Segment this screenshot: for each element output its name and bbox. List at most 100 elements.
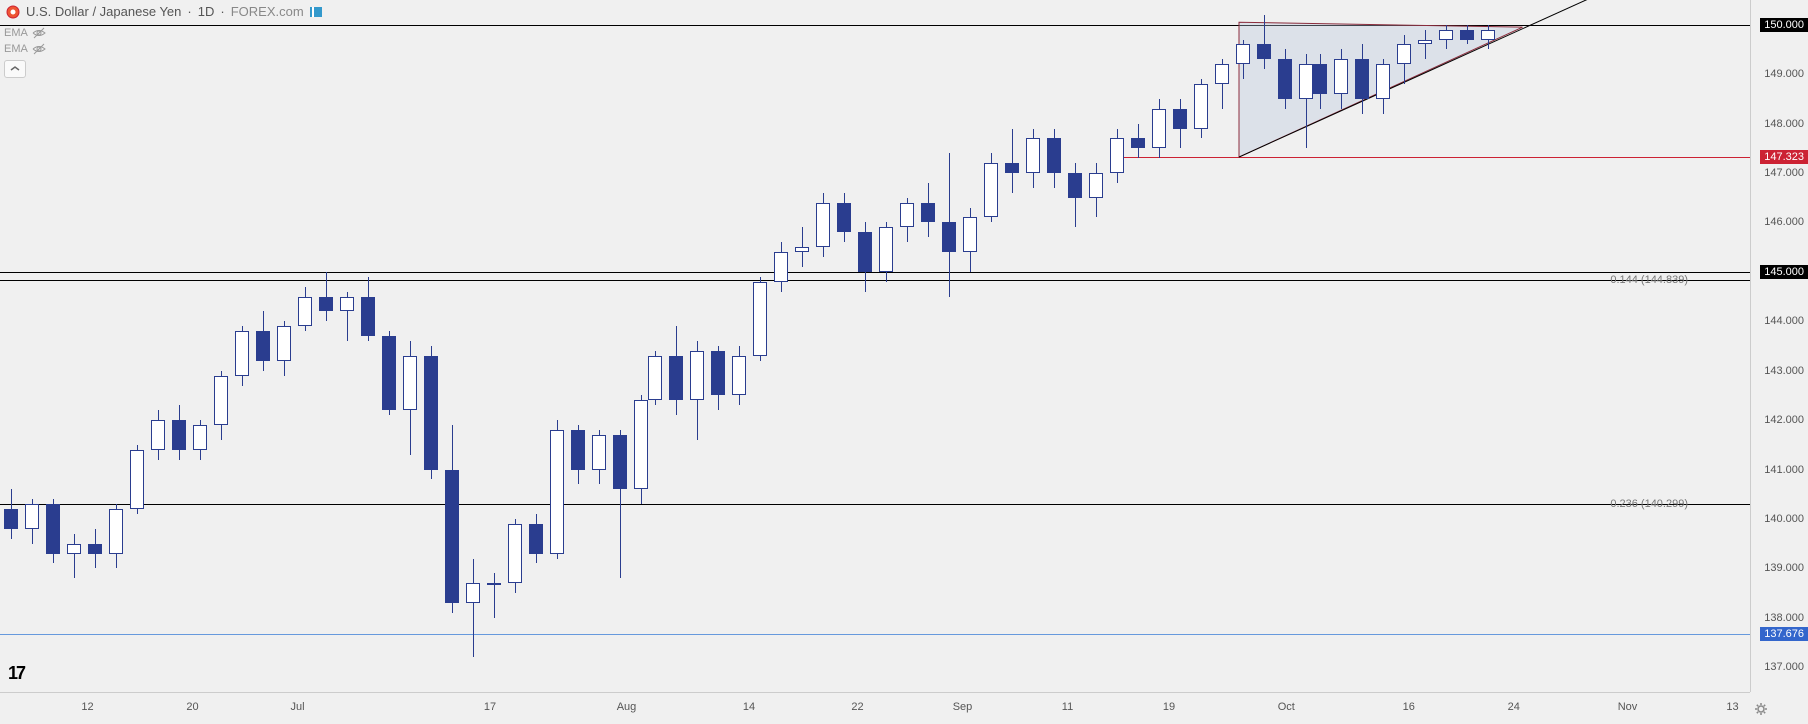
candle-body [613, 435, 627, 489]
horizontal-line [0, 272, 1750, 273]
candle-body [1194, 84, 1208, 128]
y-tick-label: 142.000 [1764, 414, 1804, 426]
candle-body [690, 351, 704, 400]
candle-body [1026, 138, 1040, 173]
candle-body [1299, 64, 1313, 99]
candle-body [1110, 138, 1124, 173]
candle-body [529, 524, 543, 554]
symbol-title: U.S. Dollar / Japanese Yen [26, 4, 181, 19]
x-tick-label: Aug [617, 701, 637, 713]
candle-body [1481, 30, 1495, 40]
candle-body [837, 203, 851, 233]
candle-body [1152, 109, 1166, 149]
tradingview-logo: 17 [8, 663, 24, 684]
horizontal-line [0, 634, 1750, 635]
candle-wick [494, 573, 495, 617]
candle-body [445, 470, 459, 603]
fib-label: 0.236 (140.299) [1610, 498, 1688, 510]
candle-body [4, 509, 18, 529]
candle-body [466, 583, 480, 603]
candle-body [46, 504, 60, 553]
candle-body [571, 430, 585, 470]
candle-body [382, 336, 396, 410]
y-tick-label: 148.000 [1764, 118, 1804, 130]
source-label: FOREX.com [231, 4, 304, 19]
candle-body [256, 331, 270, 361]
candle-body [963, 217, 977, 252]
candle-body [487, 583, 501, 585]
settings-icon[interactable] [1754, 702, 1768, 716]
y-tick-label: 139.000 [1764, 562, 1804, 574]
candle-body [298, 297, 312, 327]
price-tag: 147.323 [1760, 150, 1808, 164]
y-tick-label: 138.000 [1764, 612, 1804, 624]
candle-body [592, 435, 606, 470]
candle-body [1397, 44, 1411, 64]
candle-body [340, 297, 354, 312]
candle-wick [473, 559, 474, 658]
y-tick-label: 143.000 [1764, 365, 1804, 377]
candle-body [1376, 64, 1390, 99]
candle-body [634, 400, 648, 489]
y-tick-label: 144.000 [1764, 315, 1804, 327]
candle-wick [1264, 15, 1265, 69]
x-axis[interactable]: 1220Jul17Aug1422Sep1119Oct1624Nov1321 [0, 692, 1750, 724]
symbol-icon [6, 5, 20, 19]
dot-sep-1: · [187, 4, 191, 19]
x-tick-label: 12 [81, 701, 93, 713]
candle-body [795, 247, 809, 252]
y-axis[interactable]: 137.000138.000139.000140.000141.000142.0… [1750, 0, 1808, 692]
horizontal-line [1120, 157, 1750, 158]
candle-body [277, 326, 291, 361]
candle-body [1313, 64, 1327, 94]
x-tick-label: 14 [743, 701, 755, 713]
x-tick-label: 20 [186, 701, 198, 713]
flag-icon [310, 7, 322, 17]
candle-body [88, 544, 102, 554]
price-tag: 150.000 [1760, 18, 1808, 32]
candle-body [214, 376, 228, 425]
chart-header: U.S. Dollar / Japanese Yen · 1D · FOREX.… [6, 4, 322, 19]
candle-body [816, 203, 830, 247]
candle-body [550, 430, 564, 554]
candle-body [669, 356, 683, 400]
y-tick-label: 146.000 [1764, 216, 1804, 228]
candle-body [235, 331, 249, 375]
x-tick-label: 19 [1163, 701, 1175, 713]
chart-container: U.S. Dollar / Japanese Yen · 1D · FOREX.… [0, 0, 1808, 724]
candle-body [361, 297, 375, 337]
candle-body [193, 425, 207, 450]
candle-body [1439, 30, 1453, 40]
x-tick-label: Oct [1278, 701, 1295, 713]
candle-body [921, 203, 935, 223]
x-tick-label: Jul [290, 701, 304, 713]
price-tag: 145.000 [1760, 265, 1808, 279]
candle-body [1236, 44, 1250, 64]
y-tick-label: 149.000 [1764, 68, 1804, 80]
candle-body [130, 450, 144, 509]
candle-body [172, 420, 186, 450]
fib-label: 0.144 (144.839) [1610, 274, 1688, 286]
x-tick-label: 24 [1508, 701, 1520, 713]
candle-body [648, 356, 662, 400]
candle-wick [74, 534, 75, 578]
x-tick-label: 11 [1062, 701, 1073, 713]
candle-body [753, 282, 767, 356]
candle-body [942, 222, 956, 252]
dot-sep-2: · [220, 4, 224, 19]
candle-body [25, 504, 39, 529]
candle-body [1334, 59, 1348, 94]
candle-wick [1425, 30, 1426, 60]
candle-body [1460, 30, 1474, 40]
x-tick-label: 13 [1726, 701, 1738, 713]
horizontal-line [0, 280, 1750, 281]
candle-body [984, 163, 998, 217]
horizontal-line [0, 504, 1750, 505]
x-tick-label: 17 [484, 701, 496, 713]
y-tick-label: 137.000 [1764, 661, 1804, 673]
candle-wick [1012, 129, 1013, 193]
y-tick-label: 147.000 [1764, 167, 1804, 179]
chart-plot-area[interactable]: 0.144 (144.839) 0.236 (140.299) [0, 0, 1750, 692]
candle-body [858, 232, 872, 272]
y-tick-label: 140.000 [1764, 513, 1804, 525]
